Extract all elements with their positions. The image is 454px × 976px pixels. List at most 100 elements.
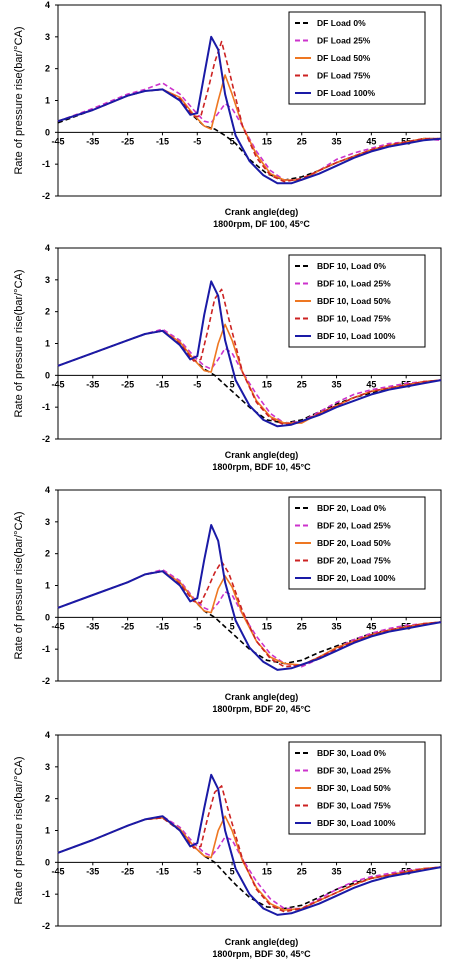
legend-label: BDF 10, Load 0%	[317, 261, 386, 271]
y-tick-label: 0	[45, 612, 50, 622]
x-tick-label: -25	[121, 621, 134, 631]
legend-label: BDF 30, Load 50%	[317, 783, 391, 793]
x-tick-label: -15	[156, 136, 169, 146]
series-line-4	[57, 785, 442, 913]
x-tick-label: -15	[156, 379, 169, 389]
x-tick-label: 35	[332, 379, 342, 389]
x-tick-label: -35	[86, 866, 99, 876]
y-tick-label: -2	[42, 921, 50, 931]
series-line-5	[57, 280, 442, 428]
legend-label: BDF 10, Load 75%	[317, 314, 391, 324]
series-line-5	[57, 524, 442, 671]
x-tick-label: -45	[51, 621, 64, 631]
x-axis-label: Crank angle(deg)	[225, 692, 299, 702]
x-tick-label: -45	[51, 866, 64, 876]
legend-label: BDF 10, Load 50%	[317, 296, 391, 306]
x-axis-label: Crank angle(deg)	[225, 450, 299, 460]
legend-box	[288, 741, 426, 835]
x-tick-label: -35	[86, 621, 99, 631]
x-tick-label: 5	[230, 379, 235, 389]
y-tick-label: 2	[45, 307, 50, 317]
x-tick-label: -35	[86, 379, 99, 389]
x-tick-label: 5	[230, 621, 235, 631]
y-axis-label: Rate of pressure rise(bar/°CA)	[13, 511, 25, 659]
legend-label: DF Load 25%	[317, 36, 371, 46]
series-line-4	[57, 560, 442, 668]
legend-label: DF Load 50%	[317, 53, 371, 63]
x-tick-label: -15	[156, 621, 169, 631]
x-tick-label: 45	[366, 136, 376, 146]
chart-caption: 1800rpm, BDF 30, 45°C	[212, 949, 311, 959]
x-axis-label: Crank angle(deg)	[225, 937, 299, 947]
y-tick-label: 1	[45, 96, 50, 106]
x-tick-label: 45	[366, 379, 376, 389]
legend-label: BDF 30, Load 100%	[317, 818, 396, 828]
y-tick-label: 4	[45, 730, 50, 740]
y-tick-label: 2	[45, 549, 50, 559]
x-axis-label: Crank angle(deg)	[225, 207, 299, 217]
y-axis-label: Rate of pressure rise(bar/°CA)	[13, 756, 25, 904]
x-tick-label: 35	[332, 621, 342, 631]
legend-label: BDF 30, Load 0%	[317, 748, 386, 758]
x-tick-label: -5	[193, 866, 201, 876]
legend-label: BDF 20, Load 25%	[317, 521, 391, 531]
legend-label: DF Load 75%	[317, 71, 371, 81]
legend-label: BDF 30, Load 25%	[317, 766, 391, 776]
y-tick-label: 3	[45, 275, 50, 285]
y-tick-label: 1	[45, 339, 50, 349]
legend-label: BDF 20, Load 100%	[317, 573, 396, 583]
chart-caption: 1800rpm, BDF 20, 45°C	[212, 704, 311, 714]
y-axis-label: Rate of pressure rise(bar/°CA)	[13, 26, 25, 174]
x-tick-label: -25	[121, 136, 134, 146]
legend-box	[288, 496, 426, 590]
y-tick-label: 0	[45, 857, 50, 867]
x-tick-label: 35	[332, 136, 342, 146]
x-tick-label: -45	[51, 136, 64, 146]
x-tick-label: 25	[297, 621, 307, 631]
x-tick-label: 35	[332, 866, 342, 876]
y-axis-label: Rate of pressure rise(bar/°CA)	[13, 269, 25, 417]
y-tick-label: -2	[42, 676, 50, 686]
y-tick-label: -1	[42, 644, 50, 654]
y-tick-label: 4	[45, 243, 50, 253]
series-line-4	[57, 288, 442, 426]
y-tick-label: 3	[45, 517, 50, 527]
y-tick-label: 1	[45, 581, 50, 591]
x-tick-label: 5	[230, 866, 235, 876]
y-tick-label: 4	[45, 0, 50, 10]
legend-label: BDF 30, Load 75%	[317, 801, 391, 811]
chart-caption: 1800rpm, BDF 10, 45°C	[212, 462, 311, 472]
legend-label: BDF 20, Load 75%	[317, 556, 391, 566]
series-line-5	[57, 773, 442, 916]
x-tick-label: 15	[262, 379, 272, 389]
series-line-4	[57, 40, 441, 183]
x-tick-label: -35	[86, 136, 99, 146]
x-tick-label: 15	[262, 136, 272, 146]
chart-caption: 1800rpm, DF 100, 45°C	[213, 219, 310, 229]
y-tick-label: -2	[42, 434, 50, 444]
series-line-5	[57, 35, 442, 185]
legend-box	[288, 11, 426, 105]
y-tick-label: 2	[45, 794, 50, 804]
y-tick-label: -1	[42, 159, 50, 169]
x-tick-label: 25	[297, 379, 307, 389]
x-tick-label: -5	[193, 621, 201, 631]
y-tick-label: -1	[42, 889, 50, 899]
x-tick-label: -25	[121, 866, 134, 876]
legend-label: BDF 20, Load 50%	[317, 538, 391, 548]
x-tick-label: 15	[262, 866, 272, 876]
y-tick-label: 3	[45, 32, 50, 42]
y-tick-label: -2	[42, 191, 50, 201]
y-tick-label: 0	[45, 370, 50, 380]
x-tick-label: -45	[51, 379, 64, 389]
x-tick-label: 5	[230, 136, 235, 146]
x-tick-label: -5	[193, 379, 201, 389]
x-tick-label: -5	[193, 136, 201, 146]
y-tick-label: -1	[42, 402, 50, 412]
y-tick-label: 3	[45, 762, 50, 772]
x-tick-label: 15	[262, 621, 272, 631]
